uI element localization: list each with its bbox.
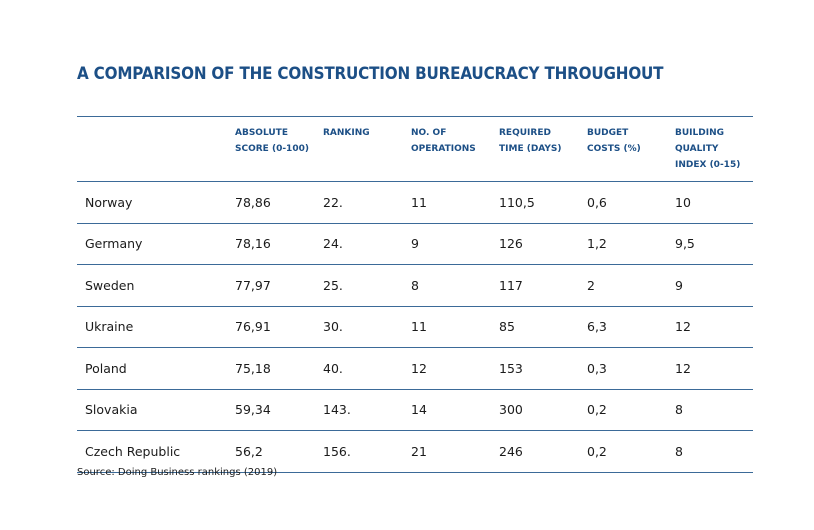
cell-required-time: 300	[499, 402, 523, 418]
cell-country: Slovakia	[85, 402, 138, 418]
cell-budget-costs: 0,2	[587, 443, 607, 459]
cell-budget-costs: 6,3	[587, 319, 607, 335]
cell-country: Poland	[85, 360, 127, 376]
cell-required-time: 246	[499, 443, 523, 459]
cell-required-time: 117	[499, 277, 523, 293]
cell-budget-costs: 0,2	[587, 402, 607, 418]
table-title: A COMPARISON OF THE CONSTRUCTION BUREAUC…	[77, 64, 664, 83]
cell-absolute-score: 77,97	[235, 277, 271, 293]
cell-operations: 12	[411, 360, 427, 376]
cell-required-time: 110,5	[499, 194, 535, 210]
comparison-table: ABSOLUTE SCORE (0-100) RANKING NO. OF OP…	[77, 116, 753, 473]
cell-operations: 8	[411, 277, 419, 293]
header-budget-costs: BUDGET COSTS (%)	[587, 128, 641, 154]
table-row: Norway 78,86 22. 11 110,5 0,6 10	[77, 182, 753, 223]
table-row: Poland 75,18 40. 12 153 0,3 12	[77, 348, 753, 389]
cell-ranking: 24.	[323, 236, 343, 252]
header-building-quality: BUILDING QUALITY INDEX (0-15)	[675, 128, 741, 170]
cell-required-time: 153	[499, 360, 523, 376]
cell-building-quality: 12	[675, 360, 691, 376]
cell-ranking: 22.	[323, 194, 343, 210]
table-row: Czech Republic 56,2 156. 21 246 0,2 8	[77, 431, 753, 472]
cell-absolute-score: 59,34	[235, 402, 271, 418]
cell-absolute-score: 78,86	[235, 194, 271, 210]
cell-absolute-score: 76,91	[235, 319, 271, 335]
header-required-time: REQUIRED TIME (DAYS)	[499, 128, 562, 154]
cell-absolute-score: 56,2	[235, 443, 263, 459]
header-country	[77, 117, 227, 182]
cell-country: Norway	[85, 194, 133, 210]
cell-budget-costs: 0,3	[587, 360, 607, 376]
cell-operations: 21	[411, 443, 427, 459]
cell-building-quality: 8	[675, 402, 683, 418]
cell-budget-costs: 2	[587, 277, 595, 293]
cell-required-time: 126	[499, 236, 523, 252]
table-row: Slovakia 59,34 143. 14 300 0,2 8	[77, 389, 753, 431]
cell-building-quality: 8	[675, 443, 683, 459]
cell-operations: 11	[411, 194, 427, 210]
cell-operations: 9	[411, 236, 419, 252]
header-absolute-score: ABSOLUTE SCORE (0-100)	[235, 128, 309, 154]
comparison-table-container: ABSOLUTE SCORE (0-100) RANKING NO. OF OP…	[77, 116, 753, 473]
source-note: Source: Doing Business rankings (2019)	[77, 467, 278, 478]
header-row: ABSOLUTE SCORE (0-100) RANKING NO. OF OP…	[77, 116, 753, 182]
cell-building-quality: 12	[675, 319, 691, 335]
header-operations: NO. OF OPERATIONS	[411, 128, 476, 154]
cell-country: Germany	[85, 236, 143, 252]
table-row: Sweden 77,97 25. 8 117 2 9	[77, 265, 753, 306]
table-header: ABSOLUTE SCORE (0-100) RANKING NO. OF OP…	[77, 116, 753, 182]
cell-required-time: 85	[499, 319, 515, 335]
cell-budget-costs: 0,6	[587, 194, 607, 210]
cell-operations: 14	[411, 402, 427, 418]
cell-building-quality: 9,5	[675, 236, 695, 252]
cell-absolute-score: 75,18	[235, 360, 271, 376]
cell-building-quality: 9	[675, 277, 683, 293]
cell-absolute-score: 78,16	[235, 236, 271, 252]
cell-ranking: 40.	[323, 360, 343, 376]
cell-country: Ukraine	[85, 319, 134, 335]
header-ranking: RANKING	[323, 128, 370, 138]
cell-ranking: 30.	[323, 319, 343, 335]
cell-operations: 11	[411, 319, 427, 335]
cell-country: Czech Republic	[85, 443, 181, 459]
cell-ranking: 156.	[323, 443, 351, 459]
table-row: Ukraine 76,91 30. 11 85 6,3 12	[77, 306, 753, 348]
table-body: Norway 78,86 22. 11 110,5 0,6 10 Germany…	[77, 182, 753, 472]
table-row: Germany 78,16 24. 9 126 1,2 9,5	[77, 223, 753, 265]
cell-ranking: 143.	[323, 402, 351, 418]
cell-ranking: 25.	[323, 277, 343, 293]
cell-building-quality: 10	[675, 194, 691, 210]
cell-budget-costs: 1,2	[587, 236, 607, 252]
cell-country: Sweden	[85, 277, 135, 293]
